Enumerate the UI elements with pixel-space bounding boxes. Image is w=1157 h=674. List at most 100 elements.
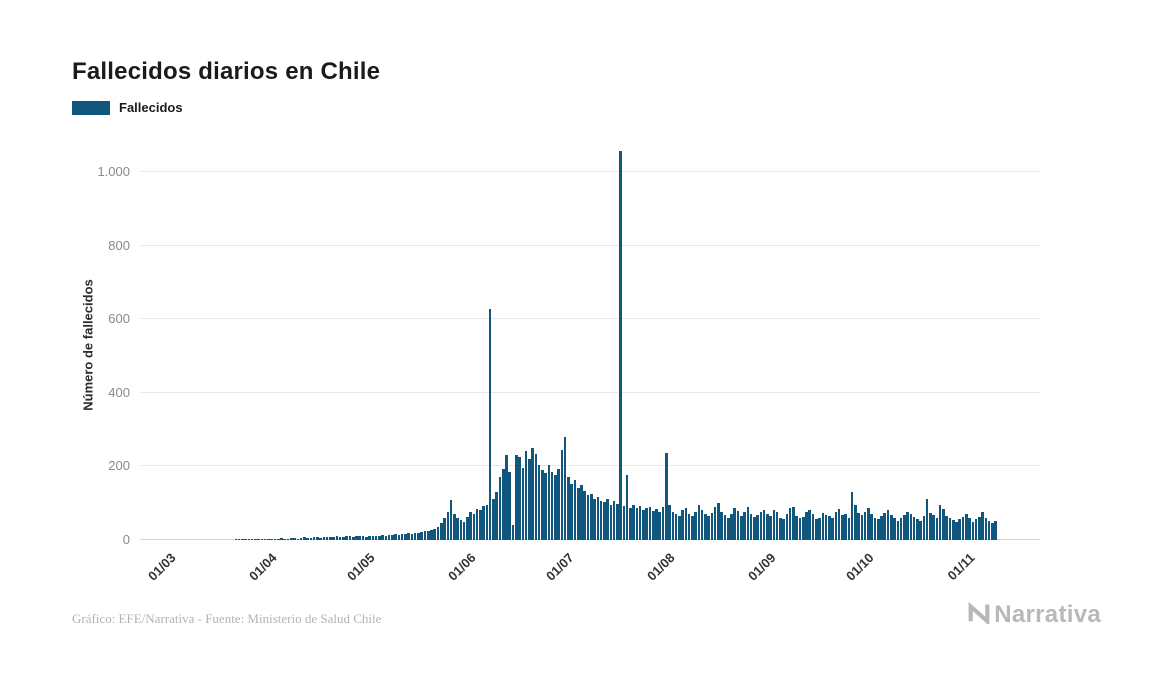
- bar[interactable]: [544, 473, 547, 540]
- bar[interactable]: [978, 516, 981, 540]
- bar[interactable]: [779, 517, 782, 540]
- bar[interactable]: [570, 484, 573, 540]
- bar[interactable]: [837, 509, 841, 540]
- bar[interactable]: [312, 537, 316, 540]
- bar[interactable]: [834, 512, 838, 540]
- bar[interactable]: [511, 525, 515, 540]
- bar[interactable]: [844, 513, 847, 540]
- bar[interactable]: [237, 539, 241, 540]
- bar[interactable]: [263, 539, 267, 540]
- bar[interactable]: [746, 507, 750, 540]
- bar[interactable]: [899, 518, 903, 540]
- bar[interactable]: [916, 519, 919, 540]
- bar[interactable]: [260, 538, 264, 540]
- bar[interactable]: [270, 539, 273, 540]
- bar[interactable]: [769, 515, 772, 540]
- bar[interactable]: [303, 537, 306, 540]
- bar[interactable]: [407, 533, 410, 540]
- bar[interactable]: [316, 537, 319, 540]
- bar[interactable]: [472, 514, 476, 540]
- bar[interactable]: [668, 505, 671, 540]
- bar[interactable]: [912, 516, 916, 540]
- bar[interactable]: [387, 534, 391, 540]
- bar[interactable]: [583, 491, 587, 540]
- bar[interactable]: [378, 535, 381, 540]
- bar[interactable]: [632, 504, 635, 540]
- bar[interactable]: [351, 536, 355, 540]
- bar[interactable]: [736, 510, 740, 540]
- bar[interactable]: [994, 520, 997, 540]
- bar[interactable]: [743, 512, 746, 540]
- bar[interactable]: [606, 498, 609, 540]
- bar[interactable]: [730, 513, 733, 540]
- bar[interactable]: [694, 512, 697, 540]
- bar[interactable]: [828, 516, 831, 540]
- bar[interactable]: [420, 531, 423, 540]
- bar[interactable]: [684, 508, 688, 540]
- bar[interactable]: [410, 533, 414, 540]
- bar[interactable]: [938, 504, 942, 540]
- bar[interactable]: [521, 467, 525, 540]
- bar[interactable]: [365, 536, 368, 540]
- bar[interactable]: [345, 535, 348, 540]
- legend-item-fallecidos[interactable]: Fallecidos: [72, 100, 183, 115]
- bar[interactable]: [756, 514, 759, 540]
- bar[interactable]: [319, 537, 322, 540]
- bar[interactable]: [629, 508, 632, 540]
- legend-label[interactable]: Fallecidos: [119, 100, 183, 115]
- bar[interactable]: [515, 454, 518, 540]
- bar[interactable]: [860, 514, 864, 540]
- bar[interactable]: [479, 510, 482, 540]
- bar[interactable]: [332, 536, 335, 540]
- bar[interactable]: [400, 534, 404, 540]
- bar[interactable]: [329, 537, 332, 540]
- bar[interactable]: [740, 515, 743, 540]
- bar[interactable]: [306, 537, 309, 540]
- bar[interactable]: [876, 519, 880, 540]
- bar[interactable]: [557, 469, 560, 540]
- bar[interactable]: [580, 484, 583, 540]
- bar[interactable]: [824, 514, 828, 540]
- bar[interactable]: [560, 449, 564, 540]
- bar[interactable]: [981, 512, 984, 540]
- bar[interactable]: [815, 519, 818, 540]
- bar[interactable]: [707, 515, 710, 540]
- bar[interactable]: [433, 528, 437, 540]
- bar[interactable]: [961, 516, 965, 540]
- bar[interactable]: [374, 535, 378, 540]
- legend-swatch[interactable]: [72, 100, 110, 115]
- bar[interactable]: [821, 513, 825, 540]
- bar[interactable]: [704, 514, 707, 540]
- bar[interactable]: [772, 510, 776, 540]
- bar[interactable]: [423, 530, 427, 540]
- bar[interactable]: [661, 506, 665, 540]
- bar[interactable]: [576, 487, 580, 540]
- bar[interactable]: [759, 512, 763, 540]
- bar[interactable]: [831, 518, 834, 540]
- bar[interactable]: [642, 510, 645, 540]
- bar[interactable]: [531, 447, 534, 540]
- bar[interactable]: [250, 539, 254, 540]
- bar[interactable]: [867, 508, 870, 540]
- bar[interactable]: [550, 471, 554, 540]
- bar[interactable]: [948, 517, 952, 540]
- bar[interactable]: [987, 521, 991, 540]
- bar[interactable]: [309, 538, 313, 540]
- bar[interactable]: [958, 519, 962, 540]
- bar[interactable]: [495, 492, 498, 540]
- bar[interactable]: [798, 518, 802, 540]
- bar[interactable]: [648, 506, 652, 540]
- bar[interactable]: [965, 513, 968, 540]
- bar[interactable]: [801, 516, 805, 540]
- bar[interactable]: [929, 513, 932, 540]
- bar[interactable]: [466, 517, 469, 540]
- bar[interactable]: [766, 513, 769, 540]
- bar[interactable]: [426, 531, 430, 540]
- bar[interactable]: [984, 518, 988, 540]
- bar[interactable]: [505, 455, 508, 540]
- bar[interactable]: [700, 509, 704, 540]
- bar[interactable]: [417, 533, 420, 540]
- bar[interactable]: [280, 538, 283, 540]
- bar[interactable]: [537, 464, 541, 540]
- bar[interactable]: [254, 539, 257, 540]
